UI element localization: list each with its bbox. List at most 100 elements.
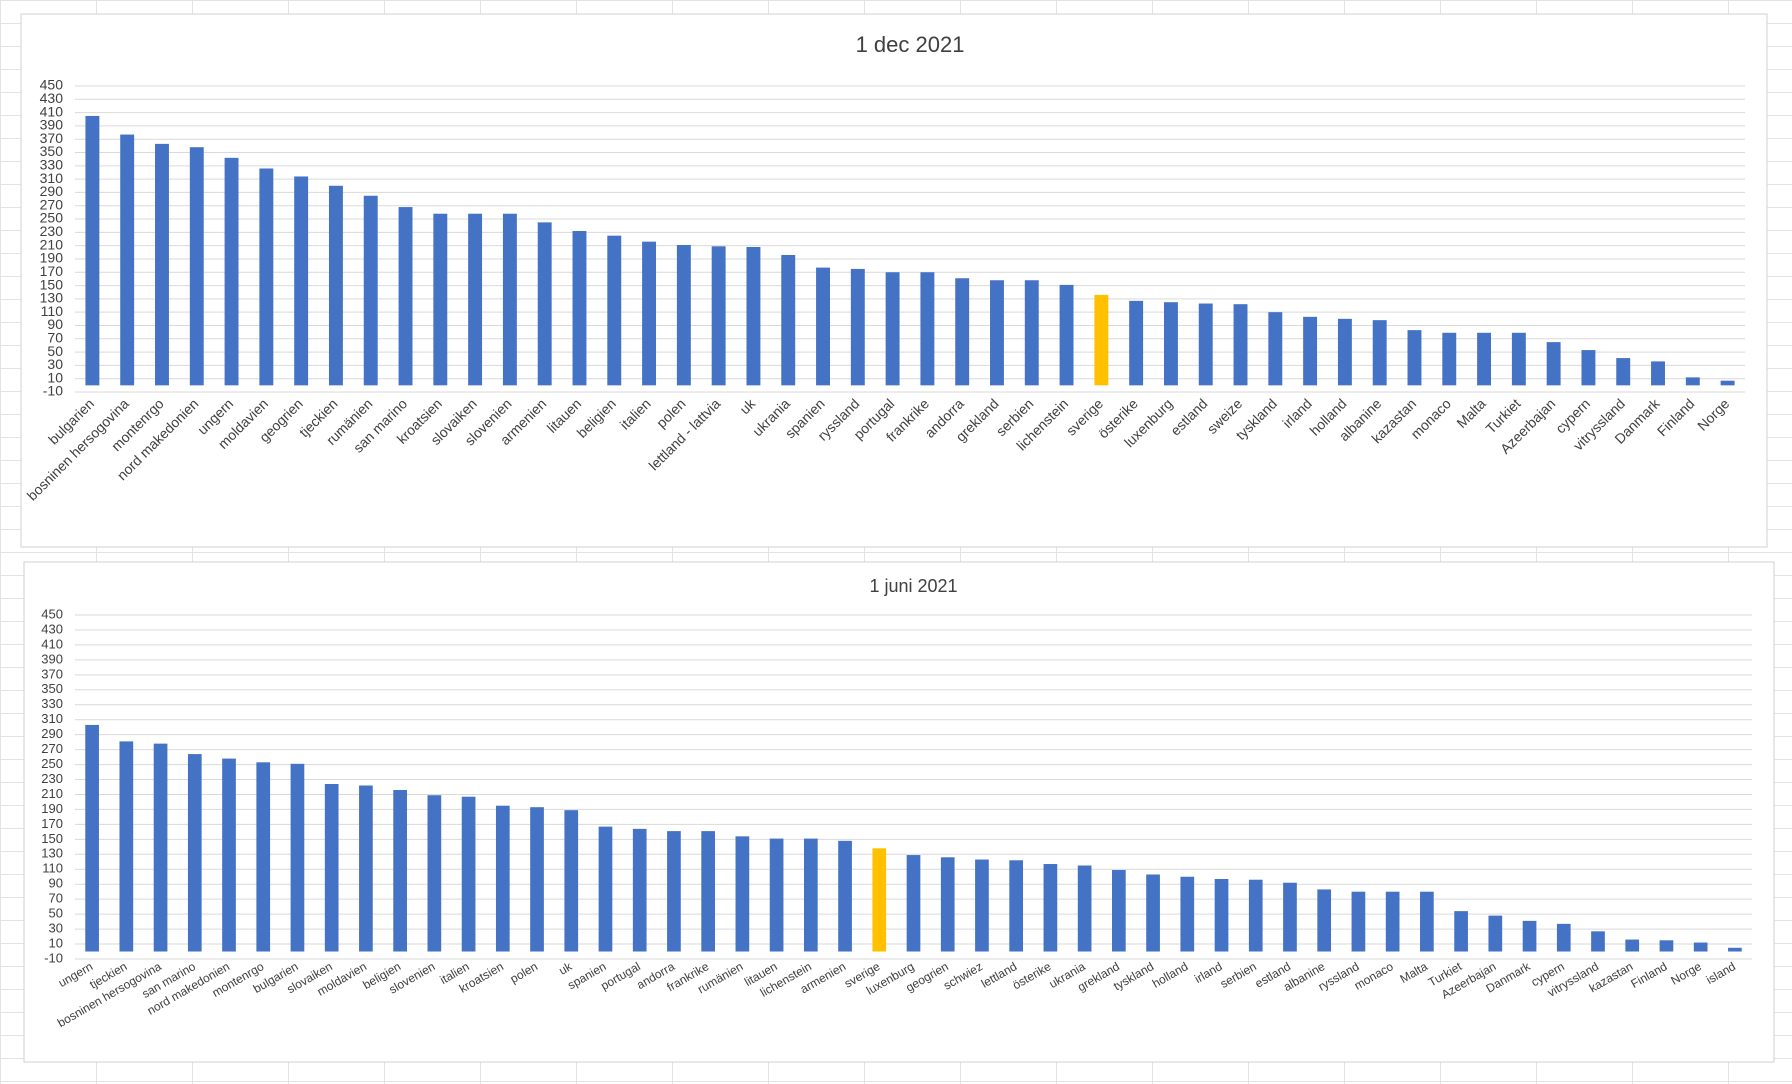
bar xyxy=(1043,864,1058,952)
y-tick-label: 10 xyxy=(49,935,63,950)
y-tick-label: 230 xyxy=(41,771,63,786)
y-tick-label: 310 xyxy=(40,170,64,186)
bar xyxy=(363,195,378,386)
y-tick-label: 230 xyxy=(40,223,64,239)
bar xyxy=(290,763,305,952)
bar xyxy=(1009,860,1024,952)
bar xyxy=(1180,876,1195,952)
y-tick-label: 150 xyxy=(40,276,64,292)
y-tick-label: 410 xyxy=(40,103,64,119)
bar xyxy=(872,848,887,952)
bar xyxy=(711,246,726,386)
bar xyxy=(1129,300,1144,386)
y-tick-label: 210 xyxy=(41,786,63,801)
bar xyxy=(1522,920,1537,952)
bar xyxy=(850,268,865,386)
bar xyxy=(328,185,343,386)
y-tick-label: 170 xyxy=(41,816,63,831)
bar xyxy=(120,134,135,386)
y-tick-label: 130 xyxy=(40,290,64,306)
y-tick-label: -10 xyxy=(43,383,63,399)
bar xyxy=(940,857,955,952)
bar xyxy=(885,272,900,386)
y-tick-label: 90 xyxy=(49,876,63,891)
bar xyxy=(781,254,796,386)
y-tick-label: 190 xyxy=(41,801,63,816)
bar xyxy=(530,807,544,952)
bar xyxy=(1556,923,1571,952)
bar xyxy=(433,213,448,386)
y-tick-label: 390 xyxy=(41,651,63,666)
bar xyxy=(642,241,657,386)
bar xyxy=(294,176,309,386)
bar xyxy=(495,805,510,952)
y-tick-label: 250 xyxy=(40,210,64,226)
bar xyxy=(502,213,517,386)
bar xyxy=(1351,891,1366,952)
y-tick-label: 10 xyxy=(47,369,63,385)
y-tick-label: 410 xyxy=(41,636,63,651)
bar xyxy=(701,831,715,952)
bar xyxy=(955,278,970,386)
y-tick-label: 210 xyxy=(40,236,64,252)
y-tick-label: 330 xyxy=(41,696,63,711)
bar xyxy=(990,280,1004,386)
bar xyxy=(324,784,339,952)
bar xyxy=(572,231,587,386)
y-tick-label: 110 xyxy=(42,861,63,876)
bar xyxy=(256,762,271,952)
bar xyxy=(1163,302,1178,386)
y-tick-label: 130 xyxy=(41,846,63,861)
bar xyxy=(1685,377,1700,386)
y-tick-label: 370 xyxy=(40,130,64,146)
bar xyxy=(1283,882,1297,952)
bar xyxy=(1420,891,1434,952)
y-tick-label: 350 xyxy=(40,143,64,159)
y-tick-label: 70 xyxy=(49,891,63,906)
bar xyxy=(1477,332,1492,386)
bar xyxy=(975,859,989,952)
bar xyxy=(1407,330,1422,386)
bar xyxy=(1077,865,1092,952)
bar xyxy=(153,743,168,952)
y-tick-label: 50 xyxy=(47,343,63,359)
bar xyxy=(187,754,202,952)
y-tick-label: 250 xyxy=(41,756,63,771)
bar xyxy=(1651,361,1665,386)
bar xyxy=(1442,332,1457,386)
bar xyxy=(1268,312,1283,386)
bar xyxy=(359,785,373,952)
bar xyxy=(1146,874,1160,952)
bar xyxy=(1659,940,1674,952)
y-tick-label: 430 xyxy=(41,621,63,636)
bar xyxy=(598,826,613,952)
chart-title: 1 dec 2021 xyxy=(856,32,965,57)
bar xyxy=(224,157,239,386)
bar xyxy=(1728,947,1742,952)
y-tick-label: 270 xyxy=(40,196,64,212)
bar xyxy=(1385,891,1400,952)
bar xyxy=(1233,304,1248,386)
y-tick-label: 90 xyxy=(47,316,63,332)
bar xyxy=(632,828,647,952)
bar xyxy=(838,840,852,952)
bar xyxy=(1454,911,1468,952)
bar xyxy=(816,267,830,386)
bar xyxy=(607,235,622,386)
bar xyxy=(1337,318,1352,386)
bar xyxy=(1581,350,1596,386)
bar xyxy=(906,855,921,952)
y-tick-label: 450 xyxy=(41,606,63,621)
bar xyxy=(803,838,818,952)
bar xyxy=(155,143,169,386)
y-tick-label: 50 xyxy=(49,906,63,921)
bar xyxy=(1591,931,1605,952)
y-tick-label: 30 xyxy=(47,356,63,372)
bar xyxy=(222,758,236,952)
y-tick-label: 450 xyxy=(40,77,64,93)
bar xyxy=(1488,915,1503,952)
bar xyxy=(468,213,483,386)
bar xyxy=(1094,294,1109,386)
